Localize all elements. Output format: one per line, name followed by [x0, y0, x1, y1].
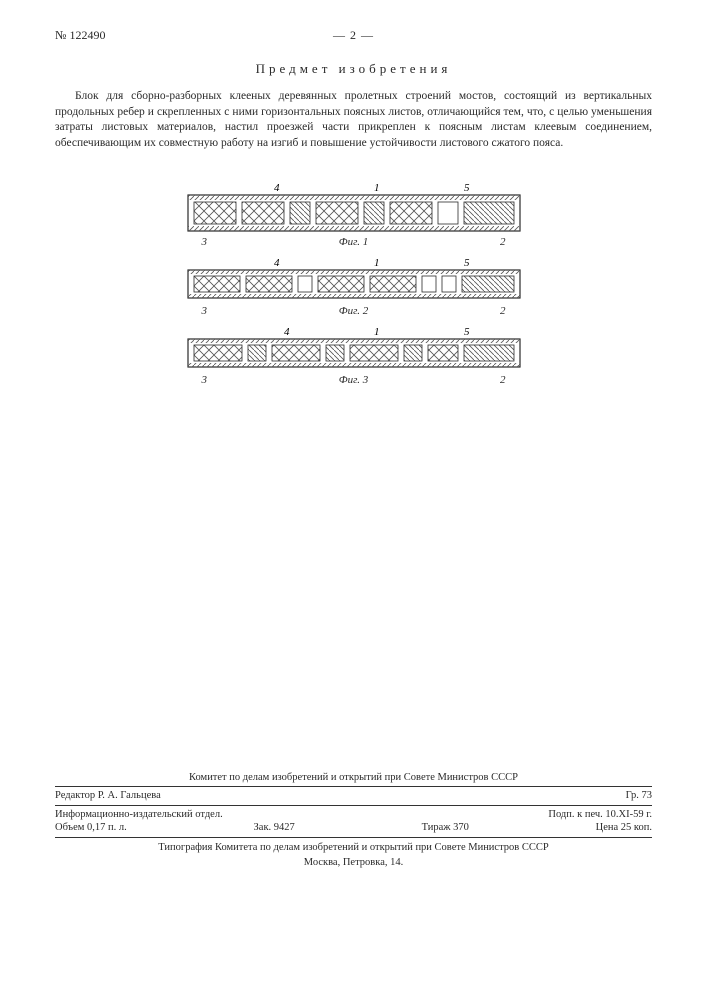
svg-text:1: 1: [374, 182, 380, 194]
fig2-svg: 4 1 5: [184, 256, 524, 304]
footer-rule-1: [55, 786, 652, 787]
svg-text:5: 5: [464, 257, 470, 269]
figures-block: 4 1 5: [184, 181, 524, 386]
fig3-svg: 4 1 5: [184, 325, 524, 373]
print-date: Подп. к печ. 10.XI-59 г.: [548, 808, 652, 822]
committee-line: Комитет по делам изобретений и открытий …: [55, 772, 652, 783]
editor-name: Редактор Р. А. Гальцева: [55, 789, 161, 803]
fig3-bottom-labels: 3 Фиг. 3 2: [184, 374, 524, 386]
svg-text:4: 4: [274, 182, 280, 194]
pub-row-1: Информационно-издательский отдел. Подп. …: [55, 808, 652, 822]
fig1-caption: Фиг. 1: [339, 236, 369, 248]
group-number: Гр. 73: [626, 789, 652, 803]
pub-row-2: Объем 0,17 п. л. Зак. 9427 Тираж 370 Цен…: [55, 821, 652, 835]
section-title: Предмет изобретения: [55, 61, 652, 77]
svg-text:5: 5: [464, 326, 470, 338]
fig1-svg: 4 1 5: [184, 181, 524, 237]
imprint-footer: Комитет по делам изобретений и открытий …: [55, 772, 652, 868]
figure-1: 4 1 5: [184, 181, 524, 248]
svg-text:1: 1: [374, 326, 380, 338]
svg-text:5: 5: [464, 182, 470, 194]
svg-text:1: 1: [374, 257, 380, 269]
footer-rule-2: [55, 805, 652, 806]
editor-row: Редактор Р. А. Гальцева Гр. 73: [55, 789, 652, 803]
typography-line1: Типография Комитета по делам изобретений…: [55, 842, 652, 853]
footer-rule-3: [55, 837, 652, 838]
volume: Объем 0,17 п. л.: [55, 821, 127, 835]
doc-number: № 122490: [55, 28, 105, 43]
dept: Информационно-издательский отдел.: [55, 808, 223, 822]
claim-text: Блок для сборно-разборных клееных деревя…: [55, 89, 652, 151]
figure-3: 4 1 5 3 Фиг. 3: [184, 325, 524, 386]
svg-text:4: 4: [274, 257, 280, 269]
fig1-bottom-labels: 3 Фиг. 1 2: [184, 236, 524, 248]
page-number: — 2 —: [333, 28, 374, 43]
fig3-caption: Фиг. 3: [339, 374, 369, 386]
page-header: № 122490 — 2 — № 122490: [55, 28, 652, 43]
figure-2: 4 1 5 3 Фиг. 2: [184, 256, 524, 317]
svg-text:4: 4: [284, 326, 290, 338]
price: Цена 25 коп.: [596, 821, 652, 835]
fig2-bottom-labels: 3 Фиг. 2 2: [184, 305, 524, 317]
order-no: Зак. 9427: [254, 821, 295, 835]
print-run: Тираж 370: [422, 821, 469, 835]
fig2-caption: Фиг. 2: [339, 305, 369, 317]
typography-line2: Москва, Петровка, 14.: [55, 857, 652, 868]
